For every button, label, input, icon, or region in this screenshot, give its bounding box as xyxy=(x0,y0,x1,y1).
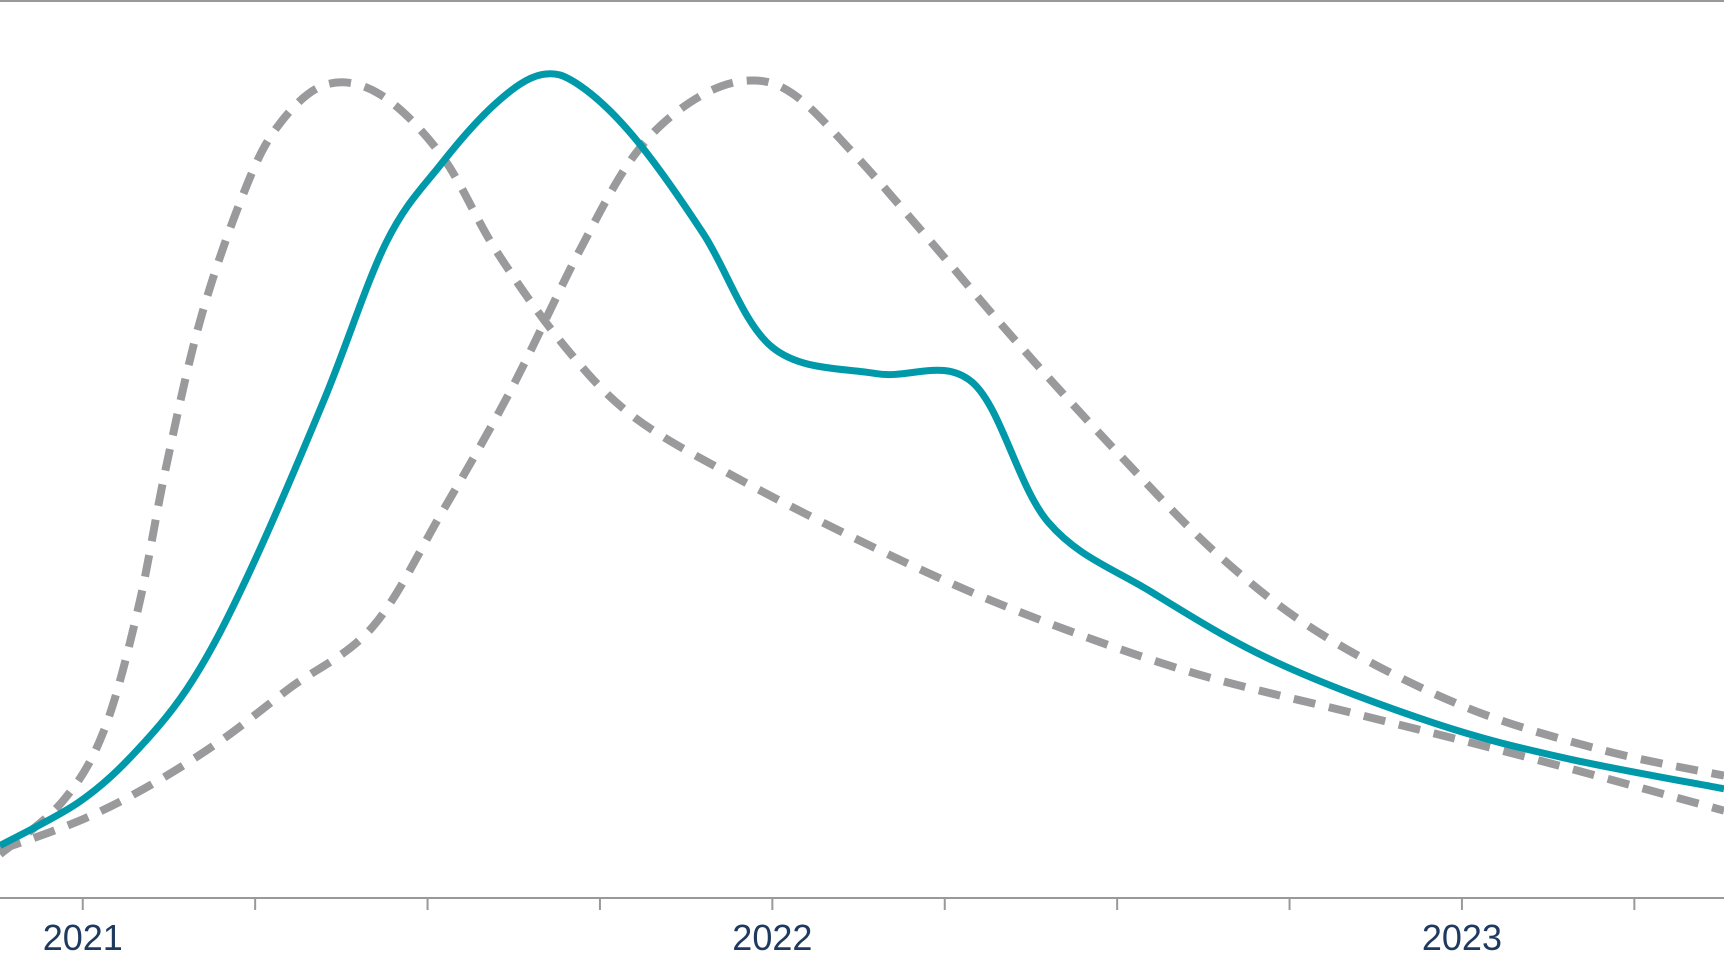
series-line-2 xyxy=(0,76,1724,854)
x-tick-label-8: 2023 xyxy=(1422,917,1502,958)
series-line-1 xyxy=(0,78,1724,858)
series-layer xyxy=(0,70,1724,858)
x-axis-ticks: 2021 2022 2023 xyxy=(43,898,1636,958)
x-tick-label-0: 2021 xyxy=(43,917,123,958)
x-tick-label-4: 2022 xyxy=(732,917,812,958)
series-line-0 xyxy=(0,70,1724,849)
